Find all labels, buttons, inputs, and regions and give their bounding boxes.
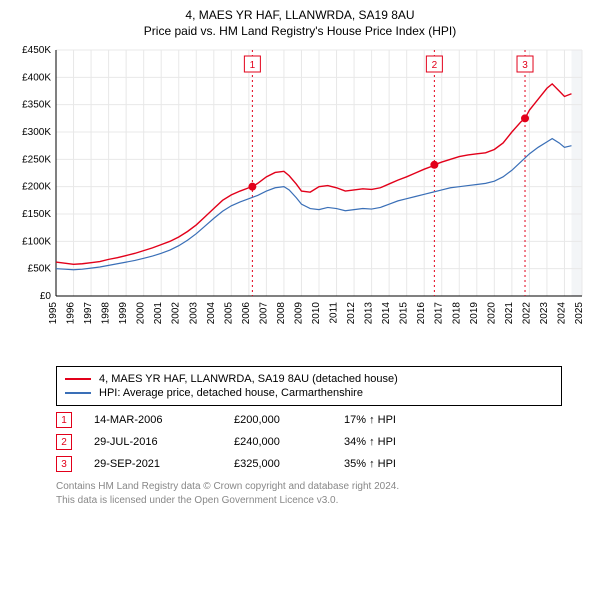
svg-text:£150K: £150K bbox=[22, 209, 51, 220]
sale-price: £325,000 bbox=[234, 458, 344, 470]
sale-pct: 34% ↑ HPI bbox=[344, 436, 454, 448]
svg-text:2004: 2004 bbox=[206, 302, 217, 325]
svg-text:2023: 2023 bbox=[539, 302, 550, 325]
svg-text:2013: 2013 bbox=[364, 302, 375, 325]
svg-text:2021: 2021 bbox=[504, 302, 515, 325]
svg-text:2024: 2024 bbox=[556, 302, 567, 325]
svg-text:£450K: £450K bbox=[22, 46, 51, 56]
svg-text:2006: 2006 bbox=[241, 302, 252, 325]
svg-text:2000: 2000 bbox=[136, 302, 147, 325]
legend-label: 4, MAES YR HAF, LLANWRDA, SA19 8AU (deta… bbox=[99, 373, 398, 385]
sale-marker: 1 bbox=[56, 412, 72, 428]
svg-text:2014: 2014 bbox=[381, 302, 392, 325]
svg-text:2016: 2016 bbox=[416, 302, 427, 325]
svg-text:£250K: £250K bbox=[22, 154, 51, 165]
svg-text:2025: 2025 bbox=[574, 302, 585, 325]
legend-swatch bbox=[65, 378, 91, 380]
sale-marker: 3 bbox=[56, 456, 72, 472]
svg-text:2010: 2010 bbox=[311, 302, 322, 325]
svg-text:1998: 1998 bbox=[101, 302, 112, 325]
chart-title-subtitle: Price paid vs. HM Land Registry's House … bbox=[8, 24, 592, 38]
svg-text:£300K: £300K bbox=[22, 127, 51, 138]
svg-text:2012: 2012 bbox=[346, 302, 357, 325]
footer-line2: This data is licensed under the Open Gov… bbox=[56, 494, 562, 508]
price-chart: £0 £50K £100K £150K £200K £250K £300K £350K £400… bbox=[8, 46, 592, 356]
svg-text:2005: 2005 bbox=[223, 302, 234, 325]
svg-text:2: 2 bbox=[432, 60, 438, 71]
sale-pct: 17% ↑ HPI bbox=[344, 414, 454, 426]
sale-date: 29-SEP-2021 bbox=[94, 458, 234, 470]
legend-label: HPI: Average price, detached house, Carm… bbox=[99, 387, 363, 399]
svg-text:2002: 2002 bbox=[171, 302, 182, 325]
svg-text:1997: 1997 bbox=[83, 302, 94, 325]
svg-text:1996: 1996 bbox=[66, 302, 77, 325]
svg-text:£50K: £50K bbox=[28, 264, 52, 275]
svg-text:2003: 2003 bbox=[188, 302, 199, 325]
svg-text:£350K: £350K bbox=[22, 100, 51, 111]
svg-text:£100K: £100K bbox=[22, 236, 51, 247]
svg-text:2011: 2011 bbox=[329, 302, 340, 324]
svg-text:£400K: £400K bbox=[22, 72, 51, 83]
svg-text:2022: 2022 bbox=[521, 302, 532, 325]
sale-date: 29-JUL-2016 bbox=[94, 436, 234, 448]
svg-text:2020: 2020 bbox=[486, 302, 497, 325]
footer-line1: Contains HM Land Registry data © Crown c… bbox=[56, 480, 562, 494]
legend-swatch bbox=[65, 392, 91, 394]
sale-price: £240,000 bbox=[234, 436, 344, 448]
svg-text:2009: 2009 bbox=[293, 302, 304, 325]
legend: 4, MAES YR HAF, LLANWRDA, SA19 8AU (deta… bbox=[56, 366, 562, 406]
chart-title-address: 4, MAES YR HAF, LLANWRDA, SA19 8AU bbox=[8, 8, 592, 22]
svg-text:£200K: £200K bbox=[22, 182, 51, 193]
svg-text:2015: 2015 bbox=[399, 302, 410, 325]
sale-pct: 35% ↑ HPI bbox=[344, 458, 454, 470]
svg-text:£0: £0 bbox=[40, 291, 52, 302]
sale-marker: 2 bbox=[56, 434, 72, 450]
legend-row: 4, MAES YR HAF, LLANWRDA, SA19 8AU (deta… bbox=[65, 373, 553, 385]
svg-text:2018: 2018 bbox=[451, 302, 462, 325]
footer-attribution: Contains HM Land Registry data © Crown c… bbox=[56, 480, 562, 507]
svg-text:2017: 2017 bbox=[434, 302, 445, 325]
svg-text:3: 3 bbox=[522, 60, 528, 71]
svg-text:1: 1 bbox=[250, 60, 256, 71]
legend-row: HPI: Average price, detached house, Carm… bbox=[65, 387, 553, 399]
sale-row: 3 29-SEP-2021£325,00035% ↑ HPI bbox=[56, 456, 562, 472]
sale-row: 2 29-JUL-2016£240,00034% ↑ HPI bbox=[56, 434, 562, 450]
sale-date: 14-MAR-2006 bbox=[94, 414, 234, 426]
svg-text:2008: 2008 bbox=[276, 302, 287, 325]
sale-price: £200,000 bbox=[234, 414, 344, 426]
sale-row: 1 14-MAR-2006£200,00017% ↑ HPI bbox=[56, 412, 562, 428]
sales-table: 1 14-MAR-2006£200,00017% ↑ HPI 2 29-JUL-201… bbox=[56, 412, 562, 472]
svg-text:2007: 2007 bbox=[258, 302, 269, 325]
svg-text:1999: 1999 bbox=[118, 302, 129, 325]
svg-text:2019: 2019 bbox=[469, 302, 480, 325]
svg-text:1995: 1995 bbox=[48, 302, 59, 325]
svg-text:2001: 2001 bbox=[153, 302, 164, 325]
